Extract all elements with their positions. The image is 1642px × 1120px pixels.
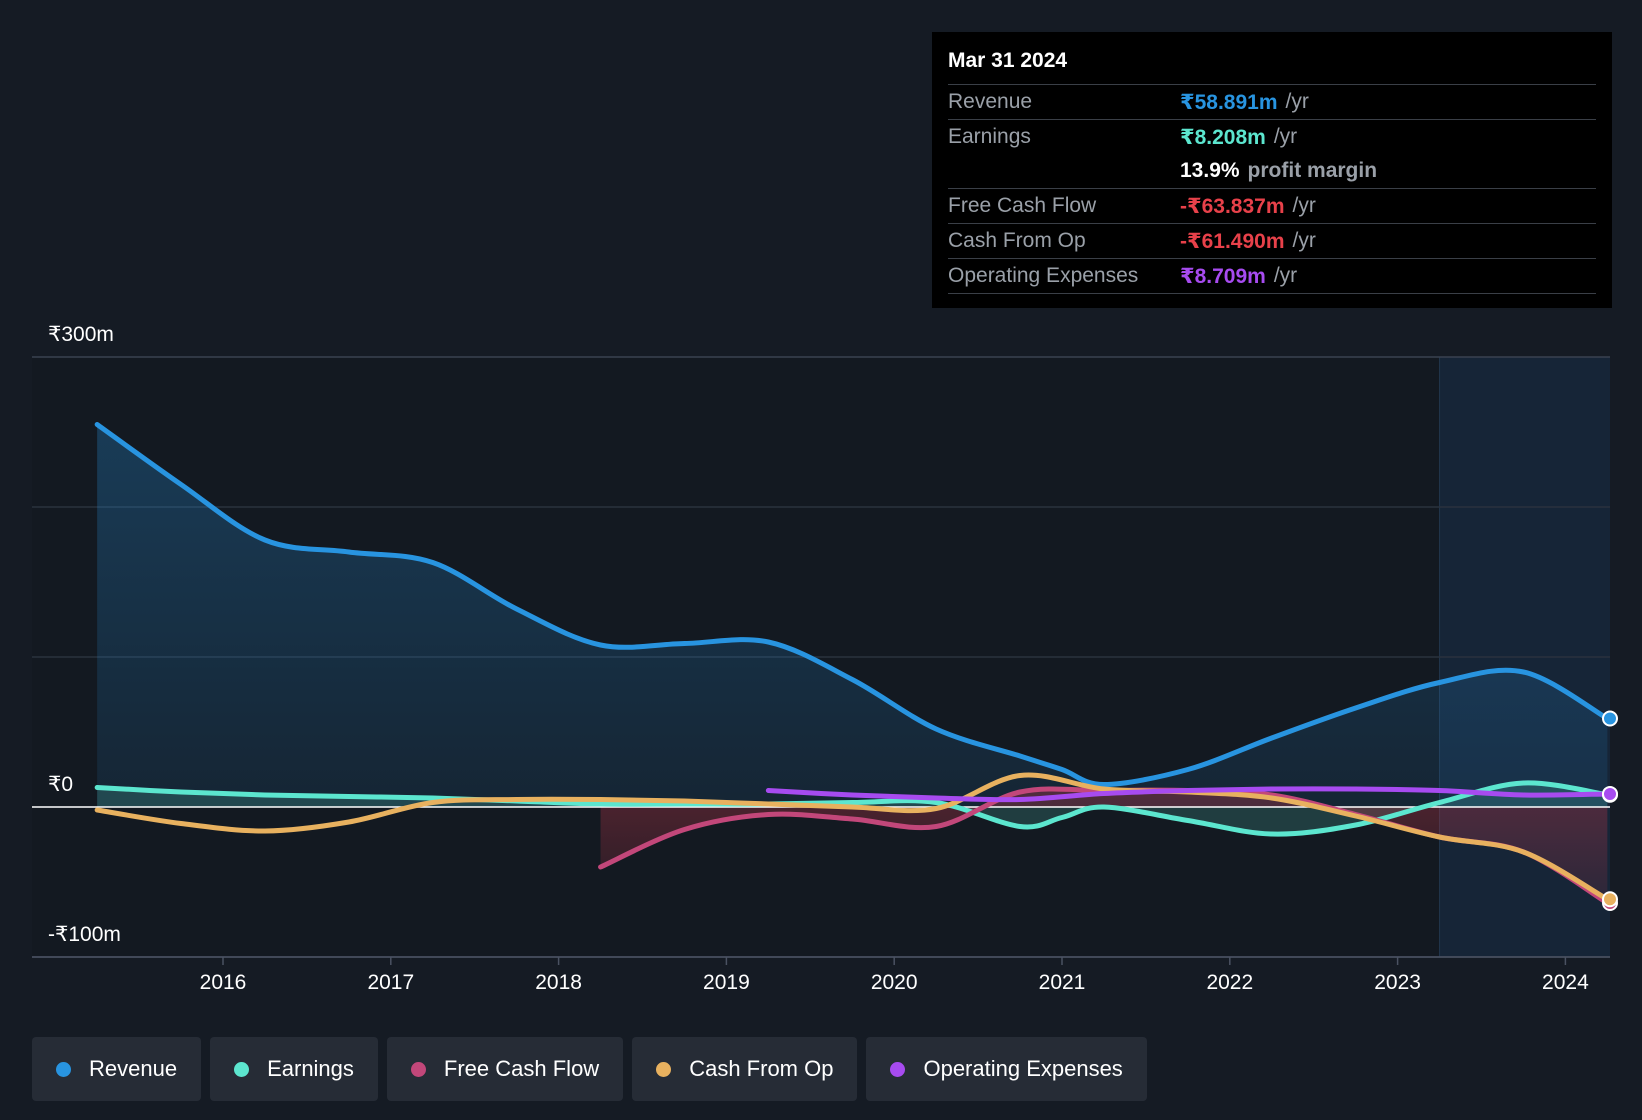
legend-dot-icon [890,1061,906,1077]
series-area-revenue [97,424,1608,807]
tooltip-unit: /yr [1273,264,1298,287]
tooltip-row-free-cash-flow: Free Cash Flow -₹63.837m /yr [948,189,1596,224]
tooltip-value: ₹58.891m [1180,90,1278,114]
legend-label: Free Cash Flow [443,1056,600,1081]
legend: Revenue Earnings Free Cash Flow Cash Fro… [32,1037,1147,1101]
series-end-marker [1602,710,1618,727]
y-tick-label: ₹0 [48,773,73,796]
series-line-earnings [94,780,1610,837]
tooltip-value: -₹61.490m [1180,229,1285,253]
legend-dot-icon [410,1061,426,1077]
tooltip-value: 13.9% [1180,159,1240,182]
legend-label: Cash From Op [689,1056,834,1081]
series-area-earnings [97,782,1608,835]
x-tick-label: 2021 [1039,971,1086,994]
x-tick-label: 2024 [1542,971,1589,994]
plot-area [32,422,1610,906]
legend-dot-icon [56,1061,71,1077]
x-tick-label: 2020 [871,971,918,994]
legend-item-free-cash-flow[interactable]: Free Cash Flow [386,1037,624,1101]
tooltip-row-revenue: Revenue ₹58.891m /yr [948,85,1596,120]
legend-dot-icon [656,1061,672,1077]
tooltip-date: Mar 31 2024 [948,46,1596,85]
x-tick-label: 2018 [535,971,582,994]
tooltip-row-cash-from-op: Cash From Op -₹61.490m /yr [948,224,1596,259]
legend-label: Revenue [89,1056,178,1081]
x-tick-label: 2016 [200,971,247,994]
tooltip-unit: profit margin [1247,159,1378,182]
tooltip-label: Free Cash Flow [948,194,1097,217]
series-line-cash-from-op [94,772,1610,902]
tooltip-unit: /yr [1273,125,1298,148]
legend-item-earnings[interactable]: Earnings [210,1037,378,1101]
legend-dot-icon [234,1061,250,1077]
legend-item-cash-from-op[interactable]: Cash From Op [632,1037,858,1101]
x-tick-label: 2019 [703,971,750,994]
tooltip-unit: /yr [1292,194,1316,217]
tooltip-value: ₹8.709m [1180,264,1266,288]
tooltip-panel: Mar 31 2024 Revenue ₹58.891m /yr Earning… [932,32,1612,308]
x-tick-label: 2017 [367,971,414,994]
y-tick-label: -₹100m [48,923,121,946]
x-tick-label: 2023 [1374,971,1421,994]
tooltip-label: Revenue [948,90,1033,113]
series-end-marker [1602,785,1618,802]
tooltip-label: Operating Expenses [948,264,1139,287]
y-tick-label: ₹300m [48,323,114,346]
legend-label: Earnings [267,1056,354,1081]
x-tick-label: 2022 [1206,971,1253,994]
tooltip-row-profit-margin: 13.9% profit margin [948,154,1596,189]
series-end-marker [1602,891,1618,908]
legend-item-operating-expenses[interactable]: Operating Expenses [866,1037,1147,1101]
legend-label: Operating Expenses [923,1056,1123,1081]
tooltip-row-operating-expenses: Operating Expenses ₹8.709m /yr [948,259,1596,294]
tooltip-row-earnings: Earnings ₹8.208m /yr [948,120,1596,154]
tooltip-unit: /yr [1292,229,1316,252]
tooltip-unit: /yr [1285,90,1309,113]
series-line-revenue [94,422,1610,787]
tooltip-label: Earnings [948,125,1031,148]
tooltip-value: -₹63.837m [1180,194,1285,218]
legend-item-revenue[interactable]: Revenue [32,1037,202,1101]
series-line-operating-expenses [765,786,1610,803]
tooltip-label: Cash From Op [948,229,1086,252]
tooltip-value: ₹8.208m [1180,125,1266,149]
